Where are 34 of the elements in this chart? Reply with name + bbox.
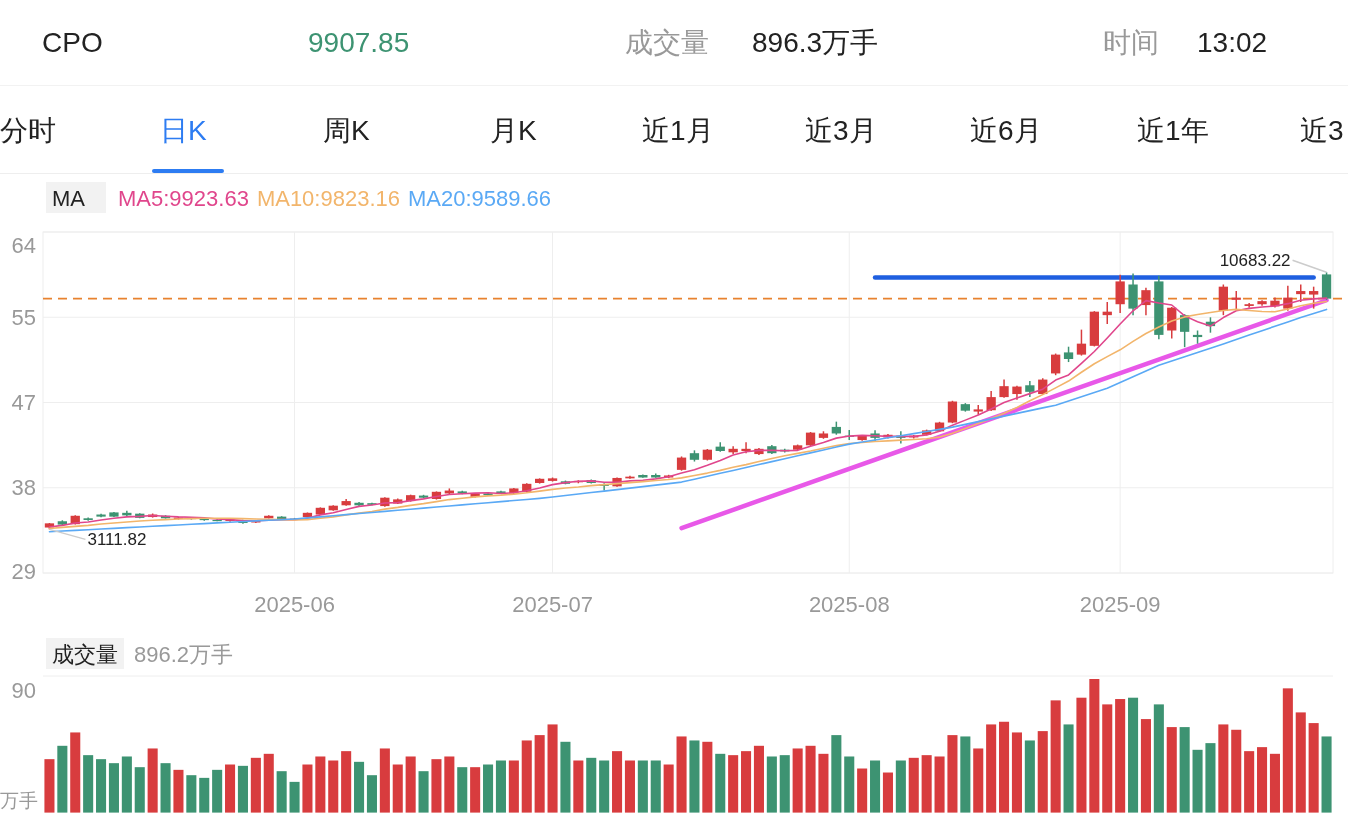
text: 周K bbox=[323, 114, 370, 146]
text: 分时 bbox=[0, 114, 56, 146]
text: 13:02 bbox=[1197, 26, 1268, 58]
text: 47 bbox=[11, 390, 36, 415]
text: 万手 bbox=[0, 789, 38, 811]
text: 9907.85 bbox=[308, 26, 410, 58]
text: 896.3万手 bbox=[752, 26, 879, 58]
text: 成交量 bbox=[625, 26, 709, 58]
text: 64 bbox=[11, 232, 36, 258]
x-tick-label: 2025-07 bbox=[512, 591, 593, 617]
text: 90 bbox=[11, 677, 36, 703]
text: MA10:9823.16 bbox=[256, 185, 400, 211]
x-tick-label: 2025-06 bbox=[254, 591, 335, 617]
text: 29 bbox=[11, 558, 36, 584]
text: MA5:9923.63 bbox=[118, 185, 249, 211]
x-tick-label: 2025-09 bbox=[1079, 591, 1161, 617]
text: 日K bbox=[160, 114, 207, 146]
annotation: 3111.82 bbox=[87, 529, 147, 549]
text: 近1月 bbox=[642, 114, 714, 146]
chart-title: 成交量 bbox=[52, 641, 118, 667]
text: CPO bbox=[42, 26, 103, 58]
text: 时间 bbox=[1103, 26, 1159, 58]
legend-title: MA bbox=[52, 185, 86, 211]
x-tick-label: 2025-08 bbox=[808, 591, 890, 617]
text: 月K bbox=[490, 114, 537, 146]
text: 近1年 bbox=[1137, 114, 1209, 146]
chart-subtitle: 896.2万手 bbox=[134, 641, 234, 667]
text: 近6月 bbox=[970, 114, 1042, 146]
text: 近3 bbox=[1300, 114, 1344, 146]
text: 近3月 bbox=[805, 114, 877, 146]
text: 55 bbox=[11, 304, 36, 330]
text: 38 bbox=[11, 475, 36, 501]
text: MA20:9589.66 bbox=[407, 185, 552, 211]
annotation: 10683.22 bbox=[1219, 250, 1291, 270]
